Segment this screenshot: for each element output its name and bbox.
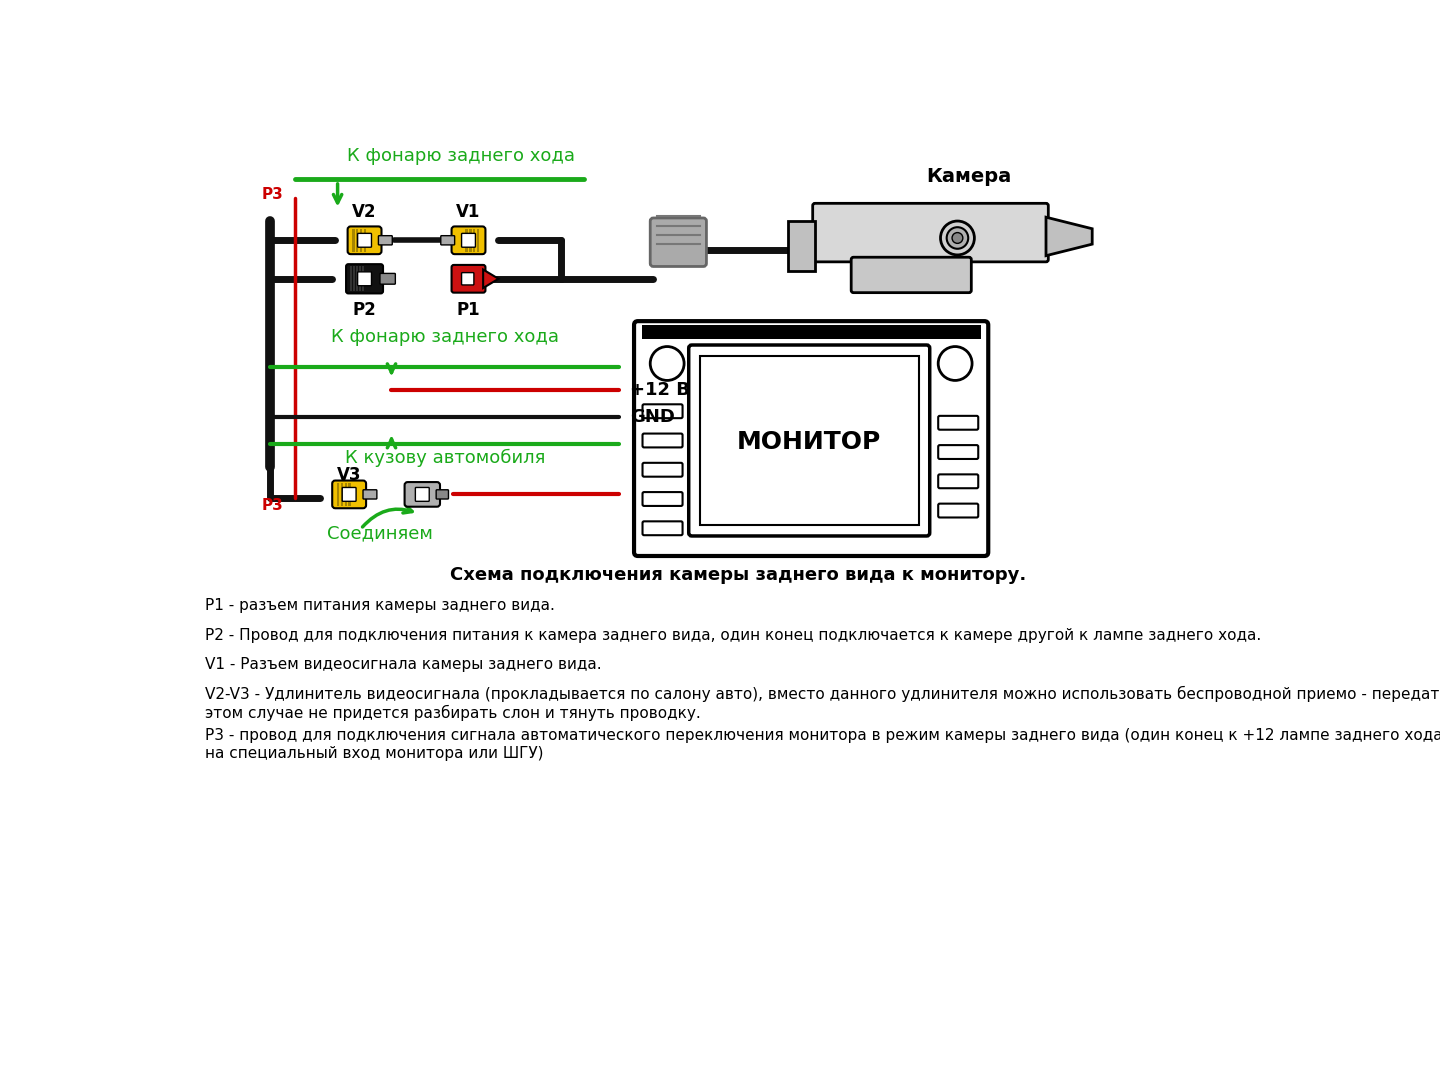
- Bar: [700, 356, 919, 525]
- Circle shape: [651, 346, 684, 381]
- Bar: [337, 482, 340, 506]
- Bar: [341, 482, 343, 506]
- Polygon shape: [788, 221, 815, 271]
- Text: V1 - Разъем видеосигнала камеры заднего вида.: V1 - Разъем видеосигнала камеры заднего …: [204, 657, 602, 672]
- Text: К фонарю заднего хода: К фонарю заднего хода: [347, 147, 575, 165]
- Text: P3: P3: [262, 187, 284, 202]
- FancyBboxPatch shape: [642, 492, 683, 506]
- FancyBboxPatch shape: [642, 433, 683, 447]
- FancyBboxPatch shape: [405, 482, 441, 507]
- Circle shape: [946, 227, 968, 249]
- Bar: [363, 267, 364, 292]
- Polygon shape: [484, 269, 498, 288]
- FancyBboxPatch shape: [452, 265, 485, 293]
- FancyBboxPatch shape: [642, 404, 683, 418]
- FancyBboxPatch shape: [688, 345, 930, 536]
- Bar: [364, 228, 366, 252]
- FancyBboxPatch shape: [462, 234, 475, 248]
- FancyBboxPatch shape: [441, 236, 455, 244]
- Bar: [474, 228, 475, 252]
- FancyBboxPatch shape: [415, 488, 429, 502]
- Text: +12 В: +12 В: [631, 382, 690, 400]
- FancyBboxPatch shape: [347, 226, 382, 254]
- FancyBboxPatch shape: [379, 236, 392, 244]
- Text: Схема подключения камеры заднего вида к монитору.: Схема подключения камеры заднего вида к …: [449, 566, 1027, 584]
- Bar: [344, 482, 347, 506]
- Text: GND: GND: [631, 408, 675, 427]
- FancyBboxPatch shape: [343, 488, 356, 502]
- Bar: [350, 267, 351, 292]
- FancyBboxPatch shape: [634, 322, 988, 556]
- Bar: [356, 267, 359, 292]
- Text: V2-V3 - Удлинитель видеосигнала (прокладывается по салону авто), вместо данного : V2-V3 - Удлинитель видеосигнала (проклад…: [204, 686, 1440, 721]
- FancyBboxPatch shape: [939, 445, 978, 459]
- FancyBboxPatch shape: [363, 490, 377, 498]
- Text: МОНИТОР: МОНИТОР: [737, 431, 881, 455]
- Bar: [469, 228, 471, 252]
- FancyBboxPatch shape: [346, 264, 383, 294]
- Bar: [348, 482, 351, 506]
- Text: Соединяем: Соединяем: [327, 524, 433, 541]
- FancyBboxPatch shape: [462, 272, 474, 285]
- Text: V3: V3: [337, 466, 361, 485]
- Bar: [360, 228, 363, 252]
- Circle shape: [939, 346, 972, 381]
- Text: К фонарю заднего хода: К фонарю заднего хода: [331, 328, 559, 345]
- FancyBboxPatch shape: [851, 257, 972, 293]
- Bar: [477, 228, 480, 252]
- FancyBboxPatch shape: [452, 226, 485, 254]
- Text: Р1 - разъем питания камеры заднего вида.: Р1 - разъем питания камеры заднего вида.: [204, 598, 554, 613]
- Text: Камера: Камера: [926, 167, 1012, 185]
- FancyBboxPatch shape: [812, 204, 1048, 262]
- FancyBboxPatch shape: [939, 504, 978, 518]
- Text: V2: V2: [353, 203, 377, 221]
- FancyBboxPatch shape: [642, 521, 683, 535]
- Bar: [642, 325, 981, 339]
- Text: P1: P1: [456, 300, 481, 318]
- FancyBboxPatch shape: [651, 218, 707, 267]
- Polygon shape: [1045, 218, 1092, 256]
- FancyBboxPatch shape: [939, 416, 978, 430]
- FancyBboxPatch shape: [380, 273, 396, 284]
- Circle shape: [952, 233, 963, 243]
- Text: P3: P3: [262, 498, 284, 513]
- FancyBboxPatch shape: [939, 475, 978, 488]
- FancyBboxPatch shape: [357, 272, 372, 286]
- Bar: [359, 267, 361, 292]
- FancyBboxPatch shape: [357, 234, 372, 248]
- FancyBboxPatch shape: [333, 480, 366, 508]
- Text: Р2 - Провод для подключения питания к камера заднего вида, один конец подключает: Р2 - Провод для подключения питания к ка…: [204, 627, 1261, 642]
- FancyBboxPatch shape: [642, 463, 683, 477]
- FancyBboxPatch shape: [436, 490, 448, 498]
- Bar: [356, 228, 359, 252]
- Text: P2: P2: [353, 300, 376, 318]
- Circle shape: [940, 221, 975, 255]
- Bar: [353, 267, 354, 292]
- Bar: [465, 228, 468, 252]
- Bar: [353, 228, 354, 252]
- Text: V1: V1: [456, 203, 481, 221]
- Text: Р3 - провод для подключения сигнала автоматического переключения монитора в режи: Р3 - провод для подключения сигнала авто…: [204, 729, 1440, 761]
- Text: К кузову автомобиля: К кузову автомобиля: [346, 449, 546, 467]
